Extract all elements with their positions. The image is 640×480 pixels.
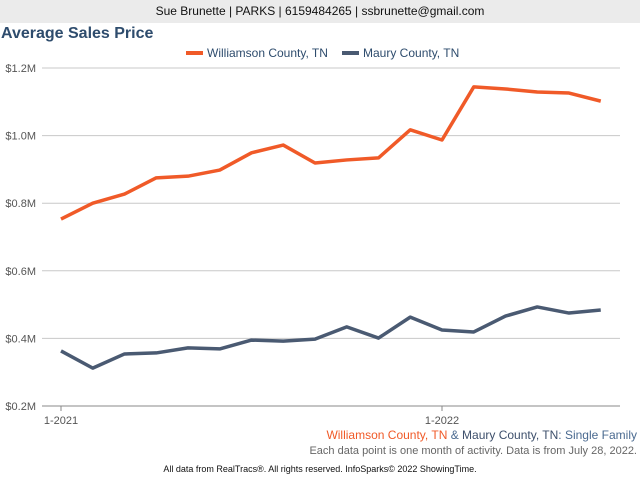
x-tick-label: 1-2022 [425, 415, 459, 427]
data-note: Each data point is one month of activity… [309, 445, 637, 457]
y-tick-label: $1.2M [5, 63, 36, 75]
legend-swatch [342, 51, 359, 55]
chart-title: Average Sales Price [1, 25, 154, 42]
series-line-maury [60, 305, 601, 370]
series-line-williamson [60, 85, 602, 221]
subtitle-amp: & [447, 428, 463, 442]
subtitle-williamson: Williamson County, TN [326, 428, 448, 442]
y-tick-label: $1.0M [5, 131, 36, 143]
y-tick-label: $0.8M [5, 198, 36, 210]
subtitle-type: : Single Family [558, 428, 637, 442]
agent-contact-header: Sue Brunette | PARKS | 6159484265 | ssbr… [0, 0, 640, 23]
legend-label: Williamson County, TN [207, 46, 328, 60]
legend-swatch [186, 51, 203, 55]
x-tick-label: 1-2021 [44, 415, 78, 427]
y-tick-label: $0.4M [5, 333, 36, 345]
subtitle-maury: Maury County, TN [462, 428, 559, 442]
legend-label: Maury County, TN [363, 46, 459, 60]
y-tick-label: $0.2M [5, 401, 36, 413]
chart-subtitle: Williamson County, TN & Maury County, TN… [326, 428, 637, 442]
footer: All data from RealTracs®. All rights res… [163, 464, 477, 474]
y-tick-label: $0.6M [5, 266, 36, 278]
